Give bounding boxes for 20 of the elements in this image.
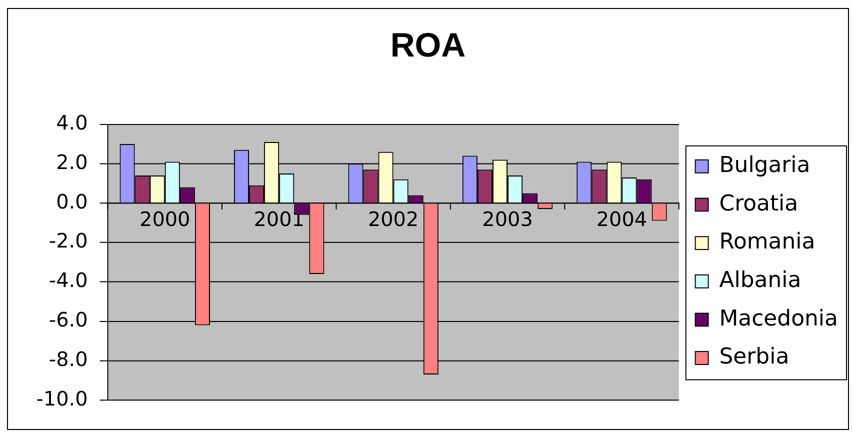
y-tick-label: -10.0 [36,387,88,410]
legend-label: Serbia [719,344,790,370]
y-tick-label: 0.0 [56,190,88,214]
y-tick-label: 2.0 [56,150,88,174]
chart-title: ROA [390,26,466,65]
legend-label: Bulgaria [719,153,810,178]
y-tick-label: 4.0 [56,111,88,134]
x-tick-label: 2003 [482,208,533,232]
legend-label: Romania [719,230,816,255]
y-tick-label: -4.0 [48,269,88,292]
x-tick-label: 2004 [596,208,648,232]
y-tick-label: -8.0 [48,348,88,371]
legend-label: Albania [719,268,802,294]
y-tick-label: -2.0 [48,230,88,253]
x-tick-label: 2001 [254,208,304,232]
legend-label: Macedonia [719,306,838,332]
x-tick-label: 2002 [368,208,419,232]
x-tick-label: 2000 [140,208,190,232]
legend-label: Croatia [719,191,798,216]
y-tick-label: -6.0 [48,308,88,332]
